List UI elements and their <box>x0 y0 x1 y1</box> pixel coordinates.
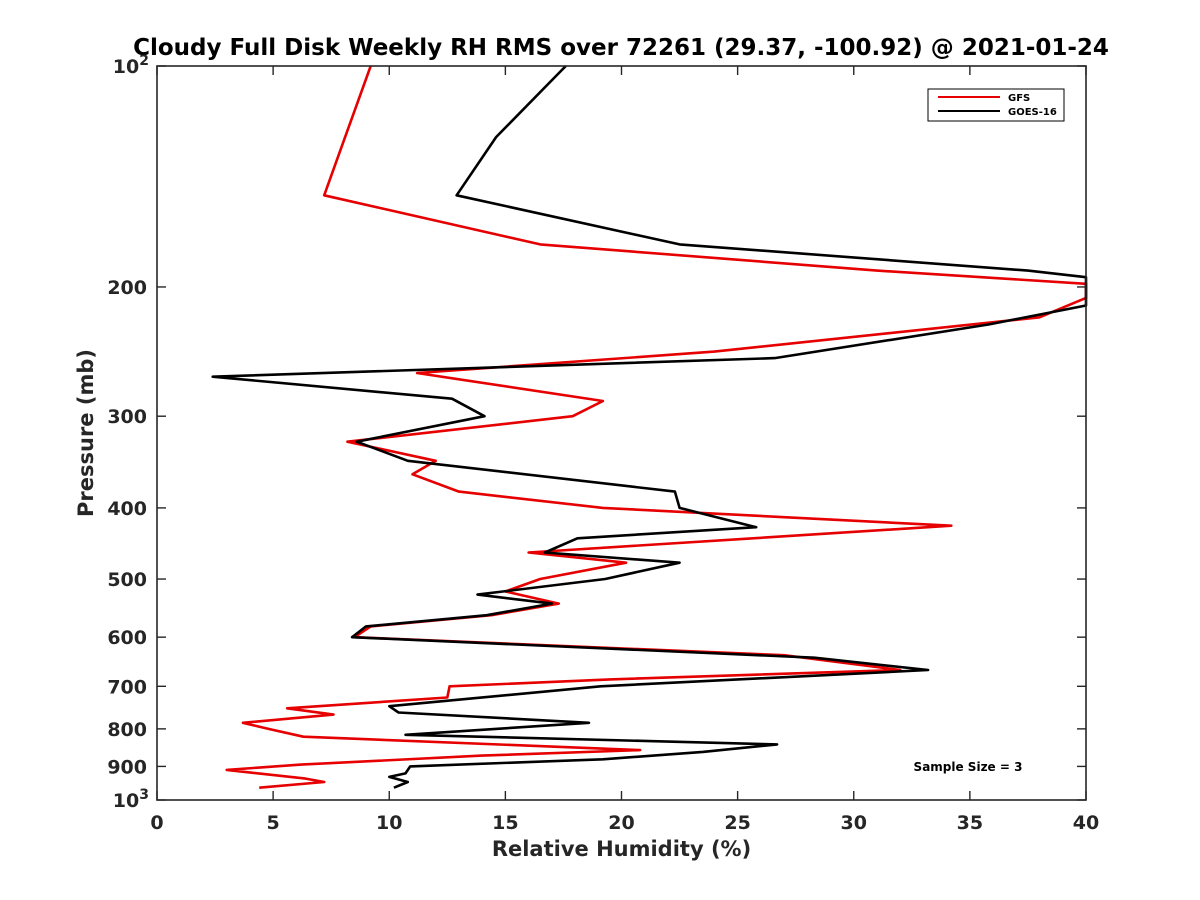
series-line-goes16 <box>211 65 1088 789</box>
y-tick-label: 103 <box>113 787 149 812</box>
y-tick-label: 300 <box>107 406 147 428</box>
x-tick-label: 0 <box>150 812 163 834</box>
chart-title: Cloudy Full Disk Weekly RH RMS over 7226… <box>133 35 1109 61</box>
x-tick-label: 5 <box>267 812 280 834</box>
x-tick-label: 30 <box>841 812 867 834</box>
y-tick-label: 700 <box>107 676 147 698</box>
x-tick-label: 35 <box>957 812 983 834</box>
plot-frame <box>156 65 1087 801</box>
series-layer <box>211 65 1088 789</box>
y-tick-label: 102 <box>113 53 149 78</box>
legend-goes16-label: GOES-16 <box>1008 107 1057 118</box>
legend-gfs-label: GFS <box>1008 93 1030 104</box>
y-tick-label: 200 <box>107 277 147 299</box>
x-tick-label: 25 <box>724 812 750 834</box>
series-line-gfs <box>225 65 1088 789</box>
y-tick-label: 400 <box>107 498 147 520</box>
x-axis-ticks: 0 5 10 15 20 25 30 35 40 <box>150 66 1099 834</box>
y-axis-title: Pressure (mb) <box>74 349 98 517</box>
y-axis-ticks: 102 200 300 400 500 600 700 800 900 103 <box>107 53 1086 812</box>
y-tick-label: 800 <box>107 719 147 741</box>
y-tick-label: 900 <box>107 756 147 778</box>
x-axis-title: Relative Humidity (%) <box>492 837 751 861</box>
y-tick-label: 600 <box>107 627 147 649</box>
legend: GFS GOES-16 <box>927 88 1065 122</box>
y-tick-label: 500 <box>107 569 147 591</box>
x-tick-label: 20 <box>608 812 634 834</box>
x-tick-label: 40 <box>1073 812 1099 834</box>
x-tick-label: 10 <box>376 812 402 834</box>
sample-size-annotation: Sample Size = 3 <box>914 760 1023 774</box>
x-tick-label: 15 <box>492 812 518 834</box>
legend-box <box>927 88 1065 122</box>
